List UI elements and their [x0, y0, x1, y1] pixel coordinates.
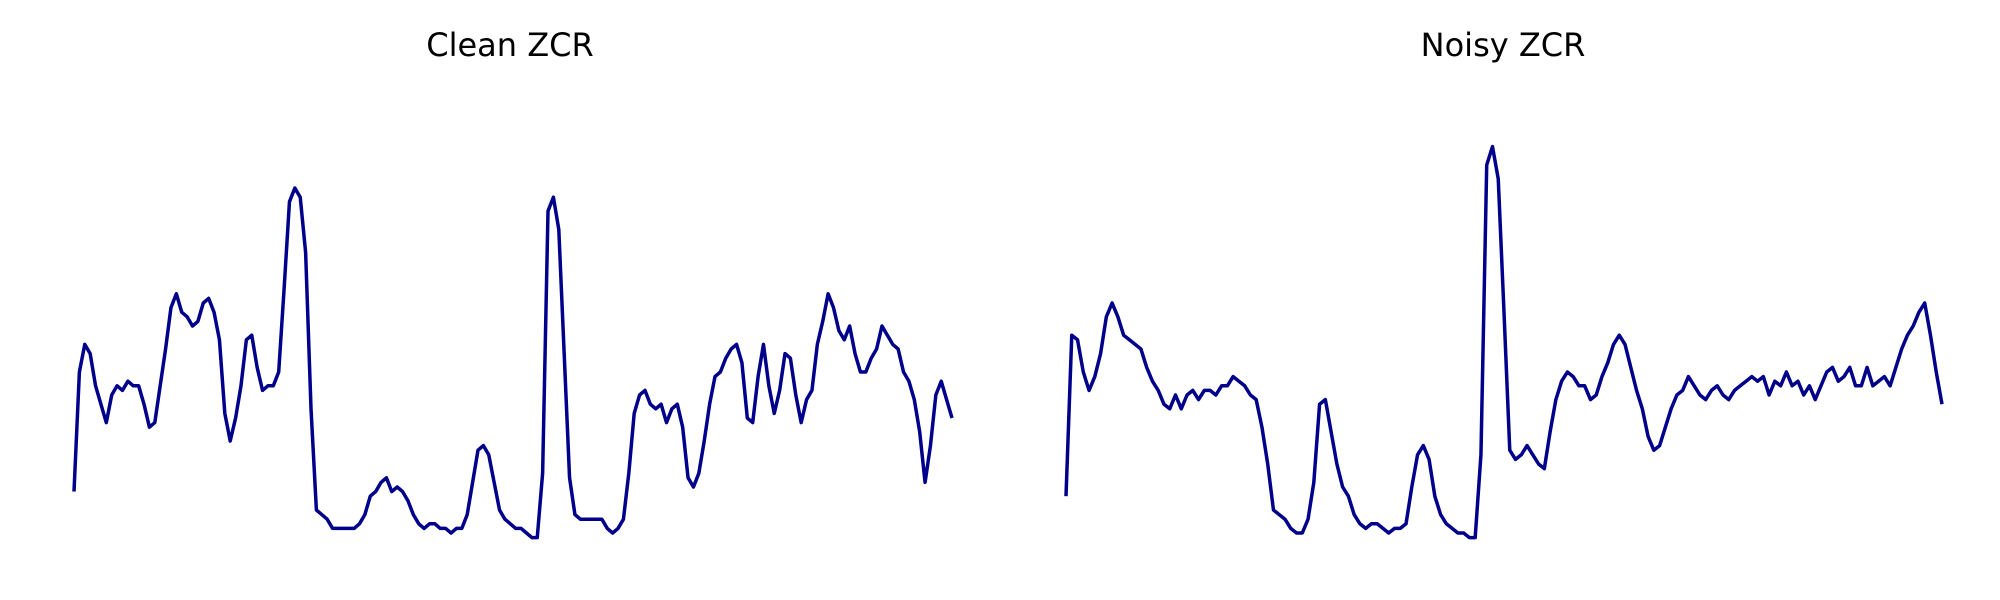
series-line-clean	[72, 186, 954, 540]
series-line-noisy	[1064, 144, 1944, 540]
chart-noisy-zcr: Noisy ZCR	[1064, 26, 1944, 540]
chart-title-clean: Clean ZCR	[426, 26, 593, 64]
chart-clean-zcr: Clean ZCR	[72, 26, 954, 540]
chart-title-noisy: Noisy ZCR	[1421, 26, 1586, 64]
